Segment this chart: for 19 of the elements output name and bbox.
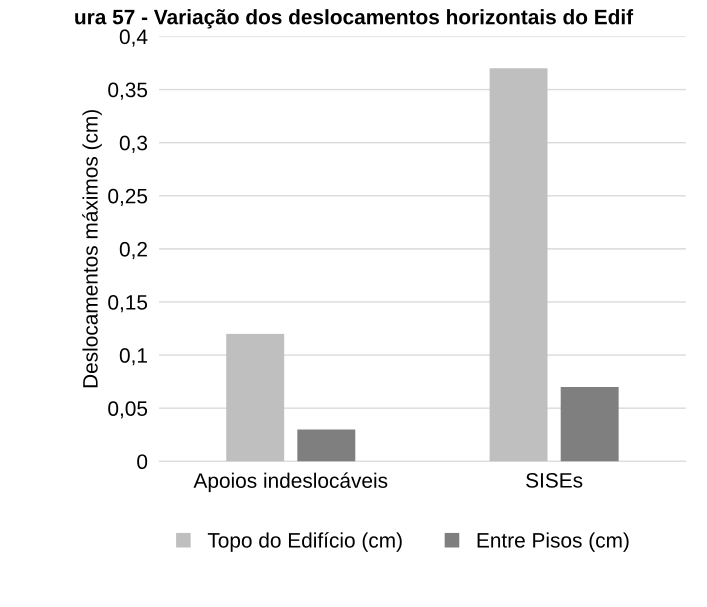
y-tick-label: 0,2 bbox=[120, 242, 147, 260]
legend-label: Entre Pisos (cm) bbox=[478, 532, 629, 552]
chart-title: ura 57 - Variação dos deslocamentos horizontais do Edif bbox=[75, 9, 634, 29]
x-tick-label: SISEs bbox=[526, 472, 582, 488]
bar bbox=[560, 386, 619, 462]
x-tick-label: Apoios indeslocáveis bbox=[194, 472, 388, 492]
y-tick-label: 0,35 bbox=[108, 82, 148, 100]
y-axis-title: Deslocamentos máximos (cm) bbox=[82, 110, 102, 388]
y-tick-label: 0,1 bbox=[120, 348, 147, 366]
y-tick-label: 0,3 bbox=[120, 136, 148, 153]
y-tick-label: 0,05 bbox=[108, 401, 148, 418]
bar bbox=[490, 68, 548, 462]
y-tick-label: 0,4 bbox=[120, 29, 148, 47]
y-tick-label: 0,25 bbox=[108, 188, 148, 206]
bar bbox=[297, 429, 356, 462]
y-tick-label: 0 bbox=[137, 454, 148, 470]
legend-label: Topo do Edifício (cm) bbox=[208, 532, 402, 552]
bar bbox=[226, 334, 284, 462]
y-tick-label: 0,15 bbox=[108, 294, 148, 312]
